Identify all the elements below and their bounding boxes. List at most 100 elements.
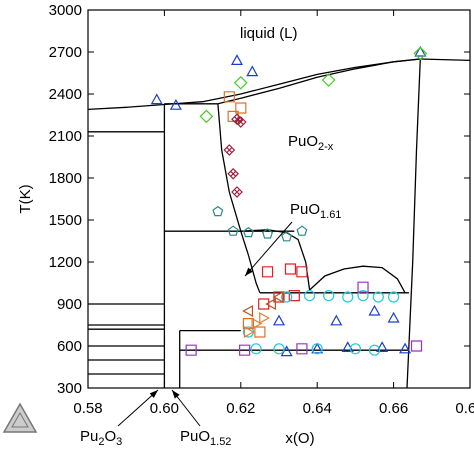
data-point — [169, 98, 182, 110]
data-point — [323, 290, 335, 302]
data-point — [399, 342, 412, 354]
x-tick-label: 0.58 — [73, 400, 102, 417]
data-point — [212, 205, 224, 217]
y-tick-label: 2700 — [49, 44, 82, 61]
data-point — [357, 281, 369, 293]
y-tick-label: 1200 — [49, 254, 82, 271]
annotation-text: PuO — [180, 428, 210, 445]
data-point — [296, 225, 308, 236]
data-point — [342, 291, 354, 303]
data-point — [261, 266, 274, 278]
annotation-subscript: 2 — [98, 436, 104, 448]
data-point — [242, 226, 254, 238]
data-point — [303, 290, 316, 302]
data-point — [296, 266, 308, 278]
data-point — [281, 291, 293, 303]
data-point — [227, 225, 239, 236]
x-axis-label: x(O) — [285, 430, 314, 447]
annotation: liquid (L) — [240, 25, 298, 42]
data-point — [349, 343, 362, 355]
arrow — [117, 389, 159, 427]
phase-boundary — [88, 58, 421, 111]
data-point — [410, 340, 423, 352]
annotation: PuO2-x — [288, 133, 334, 153]
annotation: PuO1.61 — [290, 201, 341, 221]
data-point — [231, 186, 243, 198]
arrow-head — [245, 267, 253, 276]
data-point — [227, 167, 240, 180]
data-point — [233, 75, 248, 90]
x-tick-label: 0.62 — [226, 400, 255, 417]
x-tick-label: 0.66 — [379, 400, 408, 417]
data-point — [388, 291, 400, 303]
phase-boundary — [217, 58, 421, 105]
annotation: PuO1.52 — [180, 428, 231, 448]
data-point — [265, 297, 276, 311]
phase-boundary — [420, 58, 470, 62]
annotation-subscript: 1.52 — [210, 436, 231, 448]
phase-boundary — [309, 265, 406, 294]
data-point — [413, 46, 428, 61]
arrow-head — [149, 390, 158, 398]
data-point — [414, 45, 427, 57]
data-point — [311, 342, 324, 354]
data-point — [281, 231, 293, 242]
annotation-text: Pu — [80, 428, 98, 445]
y-axis-label: T(K) — [17, 184, 34, 213]
y-tick-label: 2400 — [49, 86, 82, 103]
data-point — [230, 54, 243, 65]
data-point — [246, 65, 259, 77]
data-point — [273, 343, 285, 355]
data-point — [223, 91, 235, 103]
annotation-subscript: 1.61 — [320, 209, 341, 221]
arrow-head — [172, 390, 180, 399]
phase-boundary — [406, 58, 421, 388]
data-point — [368, 304, 381, 316]
data-point — [296, 343, 308, 355]
y-tick-label: 3000 — [49, 2, 82, 19]
data-point — [259, 311, 270, 325]
data-point — [250, 343, 262, 355]
annotation-text: PuO — [288, 133, 318, 150]
annotation-subscript: 3 — [116, 436, 122, 448]
data-point — [223, 144, 236, 156]
x-tick-label: 0.68 — [455, 400, 474, 417]
x-tick-label: 0.64 — [303, 400, 332, 417]
data-point — [243, 325, 255, 339]
data-point — [262, 228, 274, 239]
data-point — [376, 341, 389, 352]
data-point — [199, 109, 214, 124]
annotation-subscript: 2-x — [318, 141, 334, 153]
data-point — [258, 298, 270, 310]
annotation-text: liquid (L) — [240, 25, 298, 42]
annotation-text: O — [104, 428, 116, 445]
data-point — [272, 314, 286, 326]
data-point — [251, 317, 263, 330]
data-point — [272, 290, 284, 304]
annotation: Pu2O3 — [80, 428, 122, 448]
plot-frame — [87, 9, 471, 389]
data-point — [284, 263, 297, 275]
data-point — [242, 304, 254, 318]
data-point — [372, 291, 384, 303]
data-point — [311, 343, 323, 355]
x-tick-label: 0.60 — [150, 400, 179, 417]
y-tick-label: 1500 — [49, 212, 82, 229]
data-point — [288, 290, 300, 302]
data-point — [185, 344, 197, 356]
data-point — [330, 314, 343, 326]
y-tick-label: 900 — [57, 296, 82, 313]
data-point — [280, 345, 293, 357]
y-tick-label: 600 — [57, 338, 82, 355]
y-tick-label: 1800 — [49, 170, 82, 187]
data-point — [227, 110, 239, 122]
logo — [2, 402, 38, 433]
phase-boundary — [240, 229, 311, 291]
data-point — [321, 73, 336, 87]
data-point — [368, 344, 381, 356]
y-tick-label: 2100 — [49, 128, 82, 145]
data-point — [273, 291, 285, 303]
data-point — [387, 311, 400, 323]
data-point — [254, 326, 266, 338]
